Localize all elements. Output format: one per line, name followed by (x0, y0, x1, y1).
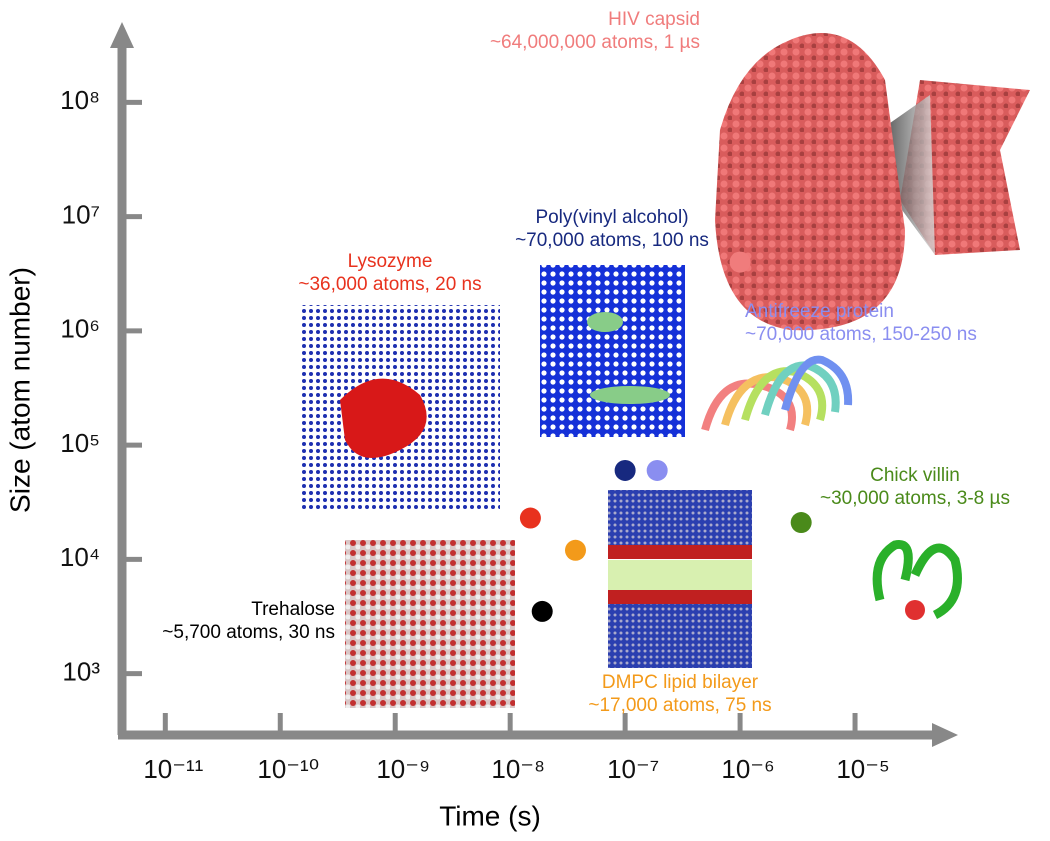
x-tick-label: 10⁻⁵ (836, 754, 889, 784)
y-axis-title: Size (atom number) (4, 267, 35, 513)
point (519, 507, 541, 529)
villin-image (872, 539, 962, 620)
dmpc-image (608, 490, 752, 668)
x-tick-label: 10⁻¹¹ (143, 754, 203, 784)
annotation-detail: ~5,700 atoms, 30 ns (162, 622, 335, 643)
annotation-name: Trehalose (251, 599, 335, 620)
point (531, 600, 553, 622)
annotation-name: Antifreeze protein (745, 301, 894, 322)
antifreeze-image (701, 355, 853, 432)
pva-image (540, 265, 685, 437)
point (790, 512, 812, 534)
x-tick-label: 10⁻⁷ (607, 754, 659, 784)
y-tick-label: 10⁵ (60, 428, 100, 458)
annotation-detail: ~17,000 atoms, 75 ns (588, 695, 771, 716)
annotation-name: Lysozyme (348, 251, 433, 272)
x-tick-label: 10⁻⁸ (491, 754, 545, 784)
x-tick-label: 10⁻¹⁰ (257, 754, 319, 784)
annotation-name: HIV capsid (608, 9, 700, 30)
lysozyme-protein (340, 378, 427, 458)
annotation-detail: ~36,000 atoms, 20 ns (298, 274, 481, 295)
y-tick-label: 10⁸ (60, 85, 100, 115)
point (646, 459, 668, 481)
y-tick-label: 10⁷ (62, 199, 100, 229)
point (729, 251, 751, 273)
annotation-name: DMPC lipid bilayer (602, 672, 759, 693)
hiv-capsid-image (715, 33, 905, 331)
annotation-detail: ~64,000,000 atoms, 1 µs (490, 32, 700, 53)
trehalose-image (345, 540, 515, 708)
pva-chain (590, 386, 670, 404)
point (564, 539, 586, 561)
annotation-detail: ~70,000 atoms, 150-250 ns (745, 324, 977, 345)
y-tick-label: 10⁶ (60, 314, 100, 344)
annotation-detail: ~30,000 atoms, 3-8 µs (820, 488, 1010, 509)
axes (110, 22, 958, 747)
point (614, 459, 636, 481)
x-tick-label: 10⁻⁶ (721, 754, 774, 784)
annotation-name: Chick villin (870, 465, 960, 486)
annotation-detail: ~70,000 atoms, 100 ns (515, 230, 709, 251)
pva-chain (587, 312, 623, 332)
illustrations (300, 33, 1030, 708)
x-axis-title: Time (s) (439, 800, 541, 831)
x-tick-label: 10⁻⁹ (376, 754, 430, 784)
annotation-name: Poly(vinyl alcohol) (535, 207, 688, 228)
y-tick-label: 10⁴ (60, 542, 100, 572)
y-tick-label: 10³ (62, 656, 100, 686)
zoom-cone (880, 95, 935, 255)
